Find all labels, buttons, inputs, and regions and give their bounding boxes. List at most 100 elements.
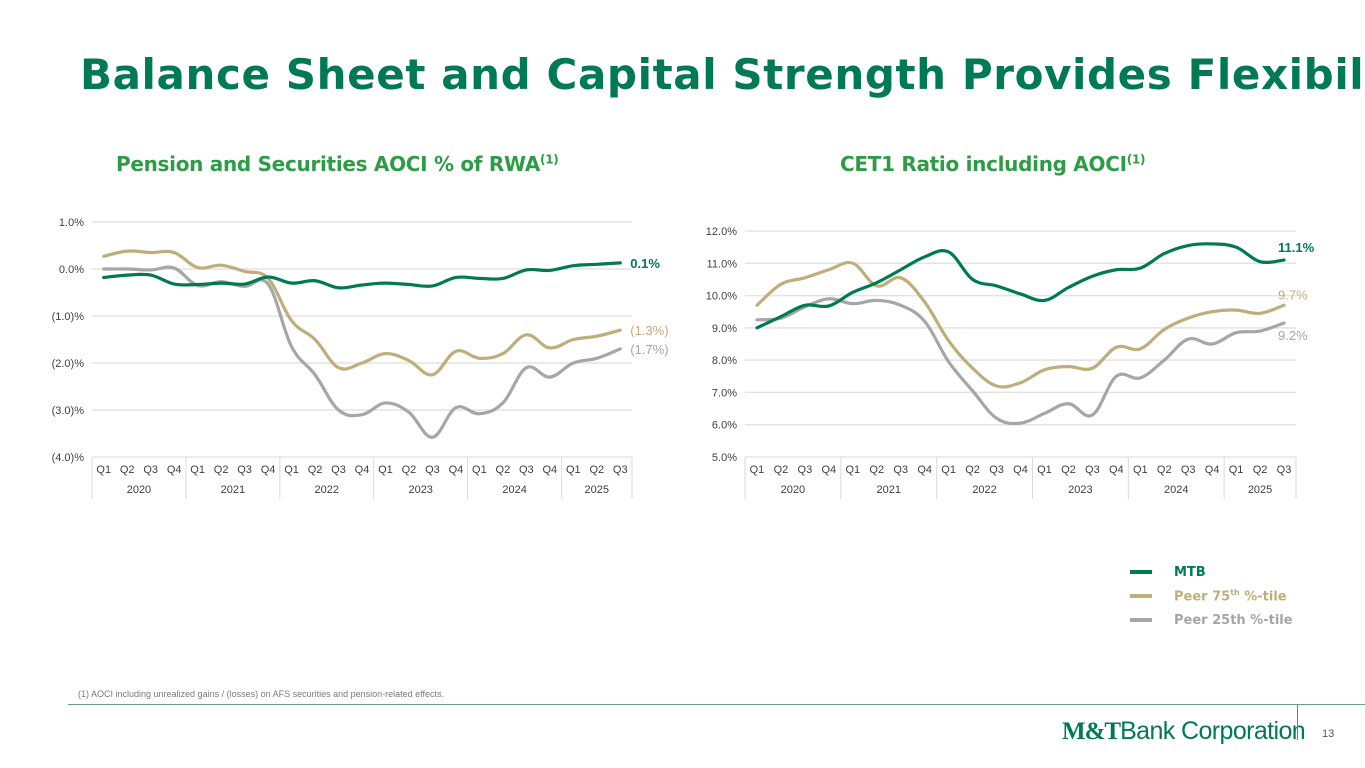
- x-tick-label: Q4: [542, 464, 557, 476]
- x-year-label: 2020: [127, 484, 151, 496]
- page-title: Balance Sheet and Capital Strength Provi…: [80, 50, 1365, 99]
- chart-title-aoci-text: Pension and Securities AOCI % of RWA: [116, 152, 541, 176]
- x-tick-label: Q2: [1157, 464, 1172, 476]
- x-year-label: 2023: [1068, 484, 1092, 496]
- cet1-end-label-mtb: 11.1%: [1278, 240, 1315, 255]
- chart-title-cet1-text: CET1 Ratio including AOCI: [840, 152, 1127, 176]
- legend-item-peer75: Peer 75th %-tile: [1130, 584, 1293, 608]
- y-tick-label: (1.0)%: [52, 311, 85, 323]
- legend-label-peer25: Peer 25th %-tile: [1174, 612, 1293, 628]
- x-tick-label: Q1: [190, 464, 205, 476]
- y-tick-label: 9.0%: [712, 323, 737, 335]
- x-tick-label: Q2: [589, 464, 604, 476]
- x-year-label: 2025: [585, 484, 609, 496]
- company-logo: M&TBank Corporation: [1062, 717, 1306, 745]
- chart-legend: MTB Peer 75th %-tile Peer 25th %-tile: [1130, 560, 1293, 632]
- x-tick-label: Q3: [331, 464, 346, 476]
- x-year-label: 2021: [221, 484, 245, 496]
- x-year-label: 2022: [315, 484, 339, 496]
- x-year-label: 2021: [876, 484, 900, 496]
- x-tick-label: Q1: [941, 464, 956, 476]
- x-tick-label: Q1: [96, 464, 111, 476]
- x-tick-label: Q4: [1205, 464, 1220, 476]
- cet1-series-peer75: [755, 261, 1286, 389]
- x-tick-label: Q1: [378, 464, 393, 476]
- x-tick-label: Q1: [1133, 464, 1148, 476]
- y-tick-label: 6.0%: [712, 420, 737, 432]
- x-tick-label: Q3: [1085, 464, 1100, 476]
- aoci-end-label-peer75: (1.3%): [630, 323, 668, 338]
- y-tick-label: 7.0%: [712, 387, 737, 399]
- x-tick-label: Q3: [425, 464, 440, 476]
- x-tick-label: Q2: [869, 464, 884, 476]
- aoci-end-label-peer25: (1.7%): [630, 342, 668, 357]
- x-tick-label: Q4: [355, 464, 370, 476]
- x-tick-label: Q4: [1109, 464, 1124, 476]
- x-tick-label: Q3: [613, 464, 628, 476]
- x-year-label: 2024: [1164, 484, 1188, 496]
- x-tick-label: Q2: [402, 464, 417, 476]
- x-tick-label: Q3: [237, 464, 252, 476]
- x-tick-label: Q2: [120, 464, 135, 476]
- x-tick-label: Q4: [822, 464, 837, 476]
- legend-item-peer25: Peer 25th %-tile: [1130, 608, 1293, 632]
- x-tick-label: Q2: [965, 464, 980, 476]
- x-tick-label: Q2: [1253, 464, 1268, 476]
- x-tick-label: Q4: [261, 464, 276, 476]
- x-tick-label: Q2: [308, 464, 323, 476]
- y-tick-label: (4.0)%: [52, 452, 85, 464]
- x-tick-label: Q3: [893, 464, 908, 476]
- x-tick-label: Q2: [214, 464, 229, 476]
- x-year-label: 2020: [781, 484, 805, 496]
- cet1-series-mtb: [755, 242, 1286, 330]
- x-tick-label: Q1: [472, 464, 487, 476]
- chart-title-cet1: CET1 Ratio including AOCI(1): [840, 152, 1145, 176]
- x-tick-label: Q3: [1277, 464, 1292, 476]
- x-tick-label: Q1: [1229, 464, 1244, 476]
- x-year-label: 2023: [408, 484, 432, 496]
- cet1-series-peer25: [755, 297, 1286, 426]
- legend-item-mtb: MTB: [1130, 560, 1293, 584]
- y-tick-label: 8.0%: [712, 355, 737, 367]
- x-year-label: 2022: [972, 484, 996, 496]
- x-tick-label: Q1: [284, 464, 299, 476]
- x-tick-label: Q2: [496, 464, 511, 476]
- x-tick-label: Q4: [449, 464, 464, 476]
- legend-label-peer75: Peer 75th %-tile: [1174, 587, 1287, 605]
- y-tick-label: 1.0%: [59, 217, 84, 229]
- page-number: 13: [1322, 728, 1335, 740]
- y-tick-label: 5.0%: [712, 452, 737, 464]
- x-tick-label: Q1: [750, 464, 765, 476]
- x-year-label: 2025: [1248, 484, 1272, 496]
- x-tick-label: Q3: [519, 464, 534, 476]
- footnote-ref: (1): [1126, 152, 1146, 167]
- legend-swatch-peer25: [1130, 618, 1152, 622]
- cet1-end-label-peer25: 9.2%: [1278, 328, 1308, 343]
- aoci-series-peer25: [102, 265, 622, 439]
- legend-swatch-peer75: [1130, 594, 1152, 598]
- x-tick-label: Q3: [143, 464, 158, 476]
- x-year-label: 2024: [502, 484, 526, 496]
- aoci-end-label-mtb: 0.1%: [630, 256, 660, 271]
- x-tick-label: Q2: [774, 464, 789, 476]
- y-tick-label: (3.0)%: [52, 405, 85, 417]
- x-tick-label: Q4: [1013, 464, 1028, 476]
- x-tick-label: Q3: [798, 464, 813, 476]
- x-tick-label: Q3: [1181, 464, 1196, 476]
- x-tick-label: Q1: [845, 464, 860, 476]
- legend-label-mtb: MTB: [1174, 564, 1206, 580]
- aoci-chart: 1.0% 0.0% (1.0)% (2.0)% (3.0)% (4.0)% Q1 Q2 Q3 Q4…: [52, 217, 669, 499]
- y-tick-label: 10.0%: [706, 291, 737, 303]
- y-tick-label: 0.0%: [59, 264, 84, 276]
- logo-divider: [1297, 705, 1298, 740]
- x-tick-label: Q1: [1037, 464, 1052, 476]
- x-tick-label: Q4: [167, 464, 182, 476]
- y-tick-label: 12.0%: [706, 226, 737, 238]
- x-tick-label: Q1: [566, 464, 581, 476]
- chart-title-aoci: Pension and Securities AOCI % of RWA(1): [116, 152, 559, 176]
- legend-swatch-mtb: [1130, 570, 1152, 574]
- y-tick-label: (2.0)%: [52, 358, 85, 370]
- footnote: (1) AOCI including unrealized gains / (l…: [78, 689, 445, 699]
- y-tick-label: 11.0%: [707, 258, 738, 270]
- x-tick-label: Q4: [917, 464, 932, 476]
